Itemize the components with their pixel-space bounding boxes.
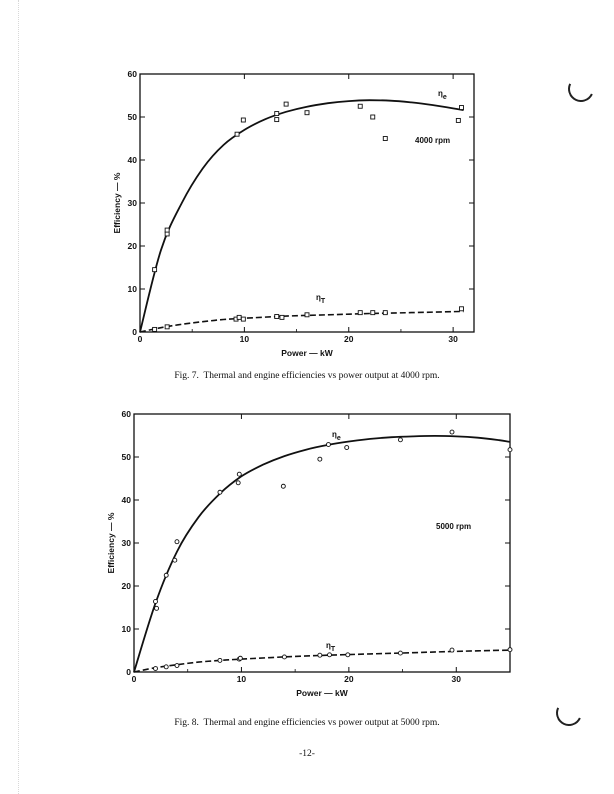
- fig8-series-eta-e-point: [163, 572, 169, 578]
- fig7-series-eta-e-point: [304, 110, 310, 116]
- fig7-ytick-label: 0: [132, 327, 137, 337]
- fig7-series-eta-t-point: [370, 310, 376, 316]
- fig7-series-eta-t-point: [274, 314, 280, 319]
- fig8-series-eta-t-point: [327, 652, 332, 658]
- fig8-ytick-label: 40: [122, 495, 132, 505]
- fig8-series-eta-e-point: [397, 437, 403, 443]
- fig8-series-eta-e-point: [154, 605, 160, 611]
- fig8-ytick-label: 0: [126, 667, 131, 677]
- fig7-xtick-label: 30: [448, 334, 458, 344]
- fig7-x-axis-title: Power — kW: [281, 348, 333, 358]
- fig7-series-eta-t-point: [382, 310, 388, 316]
- fig7-xtick-label: 0: [138, 334, 143, 344]
- fig8-series-eta-e-point: [507, 447, 513, 453]
- fig7-series-eta-e-point: [455, 117, 461, 123]
- fig8-series-eta-t-curve: [133, 649, 511, 673]
- fig8-series-eta-t-point: [345, 652, 351, 658]
- fig8-series-eta-e-point: [449, 429, 455, 435]
- fig7-ytick-label: 10: [128, 284, 138, 294]
- fig8-series-eta-t-point: [449, 647, 455, 653]
- fig8-xtick-label: 0: [132, 674, 137, 684]
- fig7-series-eta-t-point: [304, 312, 310, 318]
- fig8-series-eta-e-point: [325, 442, 331, 447]
- chart-fig8: 0 10 20 30 40 50 60 0 10 20 30 Power — kW Efficiency…: [106, 409, 513, 698]
- page-edge-line: [18, 0, 19, 794]
- fig8-series-eta-e-curve: [133, 434, 511, 673]
- fig7-series-eta-e-point: [274, 111, 280, 117]
- fig7-ytick-label: 50: [128, 112, 138, 122]
- fig8-xtick-label: 10: [237, 674, 247, 684]
- fig8-series-eta-e-point: [236, 471, 242, 477]
- fig7-series-eta-e-point: [164, 231, 170, 237]
- fig7-series-eta-e-point: [164, 227, 170, 233]
- fig7-series-eta-t-point: [279, 314, 285, 320]
- fig8-series-eta-t-label: ηT: [326, 641, 336, 653]
- fig8-series-eta-e-point: [317, 456, 323, 462]
- fig8-y-axis-title: Efficiency — %: [106, 512, 116, 573]
- fig8-series-eta-e-point: [217, 489, 223, 495]
- fig7-series-eta-t-label: ηT: [316, 293, 326, 305]
- fig7-series-eta-e-curve: [139, 99, 464, 333]
- fig7-series-eta-e-point: [459, 105, 464, 110]
- fig7-series-eta-e-point: [234, 131, 240, 137]
- fig8-xtick-label: 30: [452, 674, 462, 684]
- fig7-series-eta-e-point: [152, 267, 158, 273]
- fig7-series-eta-t-point: [459, 306, 464, 312]
- fig7-series-eta-e-point: [370, 114, 376, 120]
- fig8-series-eta-t-point: [507, 647, 513, 653]
- fig7-series-eta-e-label: ηe: [438, 89, 447, 101]
- fig7-series-eta-e-point: [274, 117, 280, 123]
- fig8-ytick-label: 60: [122, 409, 132, 419]
- chart-fig7: 0 10 20 30 40 50 60 0 10 20 30 Power — kW Efficiency…: [112, 69, 475, 358]
- fig8-rpm-annotation: 5000 rpm: [436, 522, 471, 531]
- fig8-series-eta-t-point: [153, 666, 158, 672]
- fig7-xtick-label: 10: [240, 334, 250, 344]
- fig8-series-eta-e-point: [344, 445, 350, 450]
- fig8-plot-frame: [133, 413, 511, 673]
- fig7-xtick-label: 20: [344, 334, 354, 344]
- fig7-series-eta-t-curve: [139, 310, 464, 333]
- fig7-series-eta-t-point: [164, 324, 170, 330]
- fig8-series-eta-t-point: [163, 664, 169, 670]
- fig8-series-eta-t-point: [317, 652, 323, 658]
- fig8-series-eta-e-point: [235, 480, 241, 486]
- fig8-series-eta-e-point: [153, 599, 158, 604]
- fig8-series-eta-t-point: [237, 655, 243, 661]
- fig7-series-eta-e-point: [382, 136, 388, 141]
- fig8-series-eta-e-point: [280, 483, 286, 489]
- fig7-rpm-annotation: 4000 rpm: [415, 136, 450, 145]
- fig7-series-eta-e-point: [283, 101, 289, 107]
- fig8-series-eta-e-point: [172, 557, 178, 563]
- fig8-series-eta-e-point: [174, 539, 180, 545]
- fig8-ytick-label: 50: [122, 452, 132, 462]
- fig8-series-eta-e-label: ηe: [332, 430, 341, 442]
- fig7-series-eta-t-point: [240, 316, 246, 322]
- fig8-series-eta-t-point: [281, 654, 287, 660]
- fig7-series-eta-t-point: [357, 310, 363, 316]
- fig8-ytick-label: 10: [122, 624, 132, 634]
- fig7-ytick-label: 20: [128, 241, 138, 251]
- fig8-ytick-label: 30: [122, 538, 132, 548]
- fig7-series-eta-e-point: [240, 117, 246, 123]
- fig7-ytick-label: 30: [128, 198, 138, 208]
- fig8-x-axis-title: Power — kW: [296, 688, 348, 698]
- caption-fig7: Fig. 7. Thermal and engine efficiencies …: [174, 371, 440, 381]
- fig7-ytick-label: 40: [128, 155, 138, 165]
- fig7-series-eta-t-point: [236, 314, 242, 320]
- fig7-series-eta-e-point: [357, 103, 363, 109]
- fig7-series-eta-t-point: [152, 326, 158, 332]
- fig8-series-eta-t-point: [174, 663, 180, 668]
- fig8-series-eta-t-point: [397, 650, 403, 656]
- fig7-ytick-label: 60: [128, 69, 138, 79]
- fig8-xtick-label: 20: [344, 674, 354, 684]
- caption-fig8: Fig. 8. Thermal and engine efficiencies …: [174, 718, 440, 728]
- fig7-y-axis-title: Efficiency — %: [112, 172, 122, 233]
- fig8-ytick-label: 20: [122, 581, 132, 591]
- fig8-series-eta-t-point: [217, 657, 223, 663]
- page-number: -12-: [299, 749, 315, 759]
